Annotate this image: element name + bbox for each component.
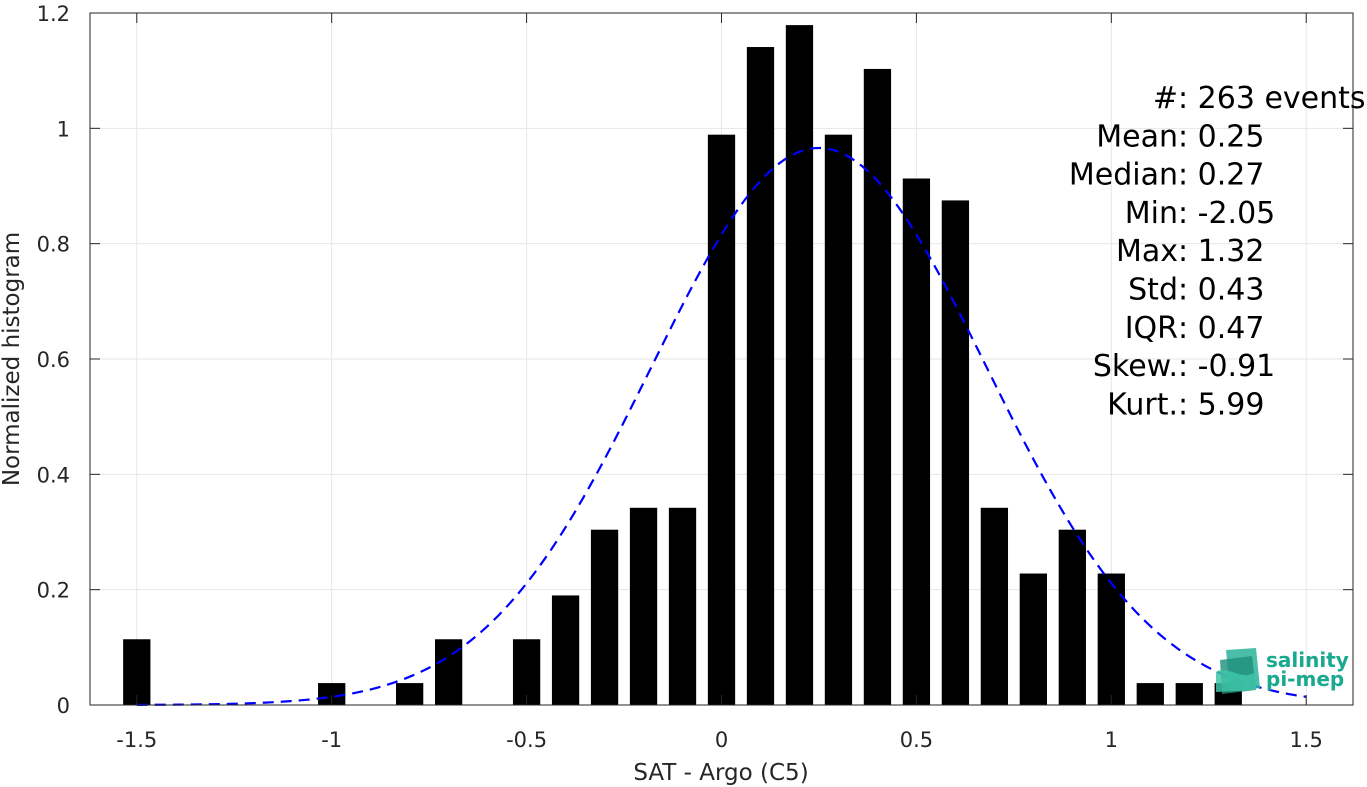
y-axis-label: Normalized histogram (0, 232, 25, 486)
x-tick-labels: -1.5 -1 -0.5 0 0.5 1 1.5 (116, 728, 1323, 752)
y-tick-label: 0.8 (37, 233, 70, 257)
stat-value: : 1.32 (1178, 234, 1264, 269)
histogram-bar (590, 529, 619, 705)
salinity-pi-mep-logo: salinity pi-mep (1216, 648, 1349, 694)
histogram-bar (512, 639, 541, 705)
y-tick-label: 0 (57, 694, 70, 718)
histogram-bar (629, 507, 658, 705)
stat-label: IQR (1125, 311, 1178, 346)
logo-line-2: pi-mep (1266, 667, 1344, 691)
x-tick-label: 0.5 (900, 728, 933, 752)
histogram-bar (1019, 573, 1047, 705)
histogram-bar (785, 25, 814, 706)
stat-label: Skew. (1093, 349, 1178, 384)
y-tick-label: 0.2 (37, 579, 70, 603)
histogram-bar (551, 595, 580, 705)
stat-value: : 0.25 (1178, 119, 1264, 154)
histogram-bar (1175, 683, 1203, 705)
stat-value: : 0.27 (1178, 158, 1264, 193)
stat-value: : 0.47 (1178, 311, 1264, 346)
histogram-bar (902, 178, 931, 706)
stat-label: Median (1069, 158, 1178, 193)
stat-label: Min (1125, 196, 1178, 231)
y-tick-label: 1.2 (37, 2, 70, 26)
histogram-bar (668, 507, 697, 705)
histogram-bars (123, 25, 1242, 706)
histogram-bar (123, 639, 151, 705)
stat-value: : 263 events (1178, 81, 1366, 116)
stat-value: : 5.99 (1178, 387, 1264, 422)
x-tick-label: -0.5 (506, 728, 547, 752)
logo-line-1: salinity (1266, 648, 1349, 672)
x-tick-label: -1.5 (116, 728, 157, 752)
histogram-bar (318, 683, 346, 705)
stat-label: Kurt. (1107, 387, 1178, 422)
wave-logo-icon (1216, 648, 1260, 694)
x-tick-label: 1.5 (1290, 728, 1323, 752)
stat-value: : -2.05 (1178, 196, 1275, 231)
histogram-bar (1097, 573, 1125, 705)
stat-value: : -0.91 (1178, 349, 1275, 384)
stat-label: Mean (1096, 119, 1178, 154)
axis-ticks (90, 12, 1353, 706)
x-tick-label: 0 (715, 728, 728, 752)
y-tick-labels: 0 0.2 0.4 0.6 0.8 1 1.2 (37, 2, 70, 718)
y-tick-label: 0.4 (37, 463, 70, 487)
histogram-bar (980, 507, 1009, 705)
stat-label: Max (1116, 234, 1178, 269)
histogram-bar (707, 134, 736, 706)
histogram-bar (1058, 529, 1086, 705)
histogram-bar (824, 134, 853, 706)
y-tick-label: 1 (57, 117, 70, 141)
x-tick-label: -1 (321, 728, 342, 752)
histogram-bar (863, 68, 892, 706)
histogram-bar (1136, 683, 1164, 705)
stat-label: # (1153, 81, 1178, 116)
histogram-bar (746, 47, 775, 706)
gaussian-fit-curve (136, 146, 1307, 706)
histogram-bar (941, 200, 970, 705)
stat-label: Std (1128, 273, 1178, 308)
stat-value: : 0.43 (1178, 273, 1264, 308)
x-axis-label: SAT - Argo (C5) (633, 760, 808, 786)
y-tick-label: 0.6 (37, 348, 70, 372)
x-tick-label: 1 (1105, 728, 1118, 752)
histogram-bar (396, 683, 424, 705)
